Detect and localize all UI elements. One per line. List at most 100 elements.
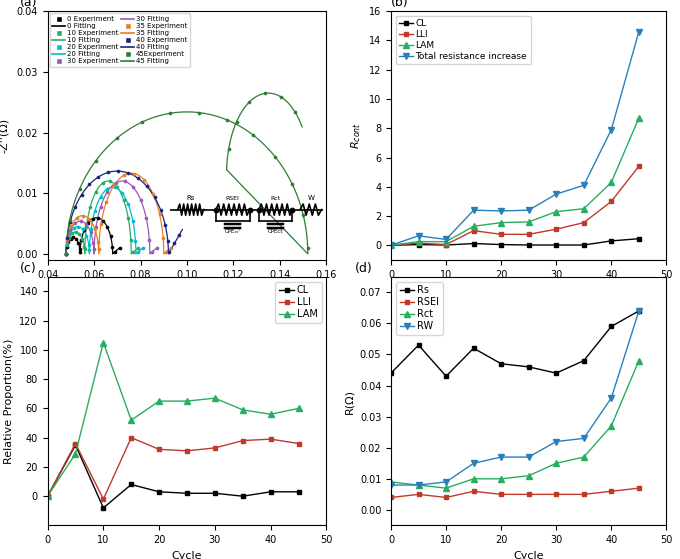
Point xyxy=(286,179,297,188)
Point xyxy=(61,249,71,258)
Point xyxy=(127,217,138,226)
Text: (c): (c) xyxy=(20,262,37,274)
Point xyxy=(125,235,136,244)
Point xyxy=(102,187,113,196)
RSEI xyxy=(469,488,477,495)
Point xyxy=(114,243,125,252)
Point xyxy=(244,205,255,214)
Point xyxy=(90,187,101,196)
Point xyxy=(165,243,176,252)
CL xyxy=(497,241,505,248)
Text: Rct: Rct xyxy=(271,196,281,201)
Point xyxy=(97,178,108,187)
Point xyxy=(68,224,79,233)
Rct xyxy=(607,423,615,429)
LLI xyxy=(414,240,422,247)
Point xyxy=(123,169,134,178)
Rct xyxy=(579,454,588,461)
Point xyxy=(64,216,75,225)
Point xyxy=(287,205,298,214)
LAM xyxy=(524,219,532,225)
CL xyxy=(294,489,303,495)
Line: CL: CL xyxy=(45,443,301,510)
Point xyxy=(78,211,88,220)
Point xyxy=(81,222,92,231)
Point xyxy=(73,239,84,248)
RSEI xyxy=(442,494,450,501)
Point xyxy=(84,245,95,254)
RW xyxy=(497,454,505,461)
Point xyxy=(96,219,107,228)
Line: LAM: LAM xyxy=(388,115,642,248)
Point xyxy=(61,249,71,258)
Point xyxy=(101,197,112,206)
Point xyxy=(85,228,96,236)
Point xyxy=(86,224,97,233)
Point xyxy=(112,134,122,143)
Point xyxy=(141,214,152,222)
Legend: 0 Experiment, 0 Fitting, 10 Experiment, 10 Fitting, 20 Experiment, 20 Fitting, 3: 0 Experiment, 0 Fitting, 10 Experiment, … xyxy=(50,13,190,67)
Point xyxy=(90,222,101,231)
Total resistance increase xyxy=(442,236,450,243)
Line: RW: RW xyxy=(388,308,642,488)
X-axis label: Cycle: Cycle xyxy=(513,285,544,295)
RW xyxy=(635,307,643,314)
Point xyxy=(109,183,120,192)
Point xyxy=(74,244,85,253)
Point xyxy=(93,173,104,182)
Point xyxy=(289,107,300,116)
Point xyxy=(112,183,123,192)
Y-axis label: -Z''(Ω): -Z''(Ω) xyxy=(0,118,9,153)
Point xyxy=(61,249,71,258)
Rs xyxy=(635,307,643,314)
CL xyxy=(387,242,395,249)
Text: CPEₛₑᴵ: CPEₛₑᴵ xyxy=(225,229,241,234)
Point xyxy=(92,214,103,222)
Rct xyxy=(635,357,643,364)
LLI xyxy=(71,440,80,447)
Point xyxy=(118,170,129,179)
Total resistance increase xyxy=(497,207,505,214)
Point xyxy=(133,248,143,257)
Point xyxy=(75,217,86,226)
Text: CPEct: CPEct xyxy=(268,229,284,234)
CL xyxy=(239,493,247,500)
Point xyxy=(148,190,158,198)
Point xyxy=(298,210,309,219)
LAM xyxy=(99,339,107,346)
Total resistance increase xyxy=(607,126,615,133)
Point xyxy=(87,214,98,223)
Point xyxy=(149,193,160,202)
Point xyxy=(71,214,82,222)
Point xyxy=(78,225,88,234)
Point xyxy=(71,228,82,236)
Point xyxy=(68,233,79,242)
Point xyxy=(133,243,143,252)
Point xyxy=(75,247,86,256)
LLI xyxy=(524,231,532,238)
LLI xyxy=(387,242,395,249)
Point xyxy=(105,231,116,240)
LAM xyxy=(294,405,303,412)
LAM xyxy=(442,238,450,245)
LLI xyxy=(127,434,135,441)
Point xyxy=(269,152,280,161)
CL xyxy=(44,493,52,500)
Point xyxy=(65,230,75,239)
Point xyxy=(76,236,87,245)
Point xyxy=(85,202,96,211)
Point xyxy=(144,235,155,244)
Line: LAM: LAM xyxy=(45,340,301,499)
RSEI xyxy=(387,494,395,501)
Point xyxy=(163,236,173,245)
Point xyxy=(116,188,127,197)
CL xyxy=(442,241,450,248)
Point xyxy=(194,108,205,117)
CL xyxy=(183,490,191,496)
RW xyxy=(579,435,588,442)
Point xyxy=(90,156,101,165)
Point xyxy=(61,241,72,250)
LAM xyxy=(127,417,135,424)
Point xyxy=(84,215,95,224)
CL xyxy=(267,489,275,495)
